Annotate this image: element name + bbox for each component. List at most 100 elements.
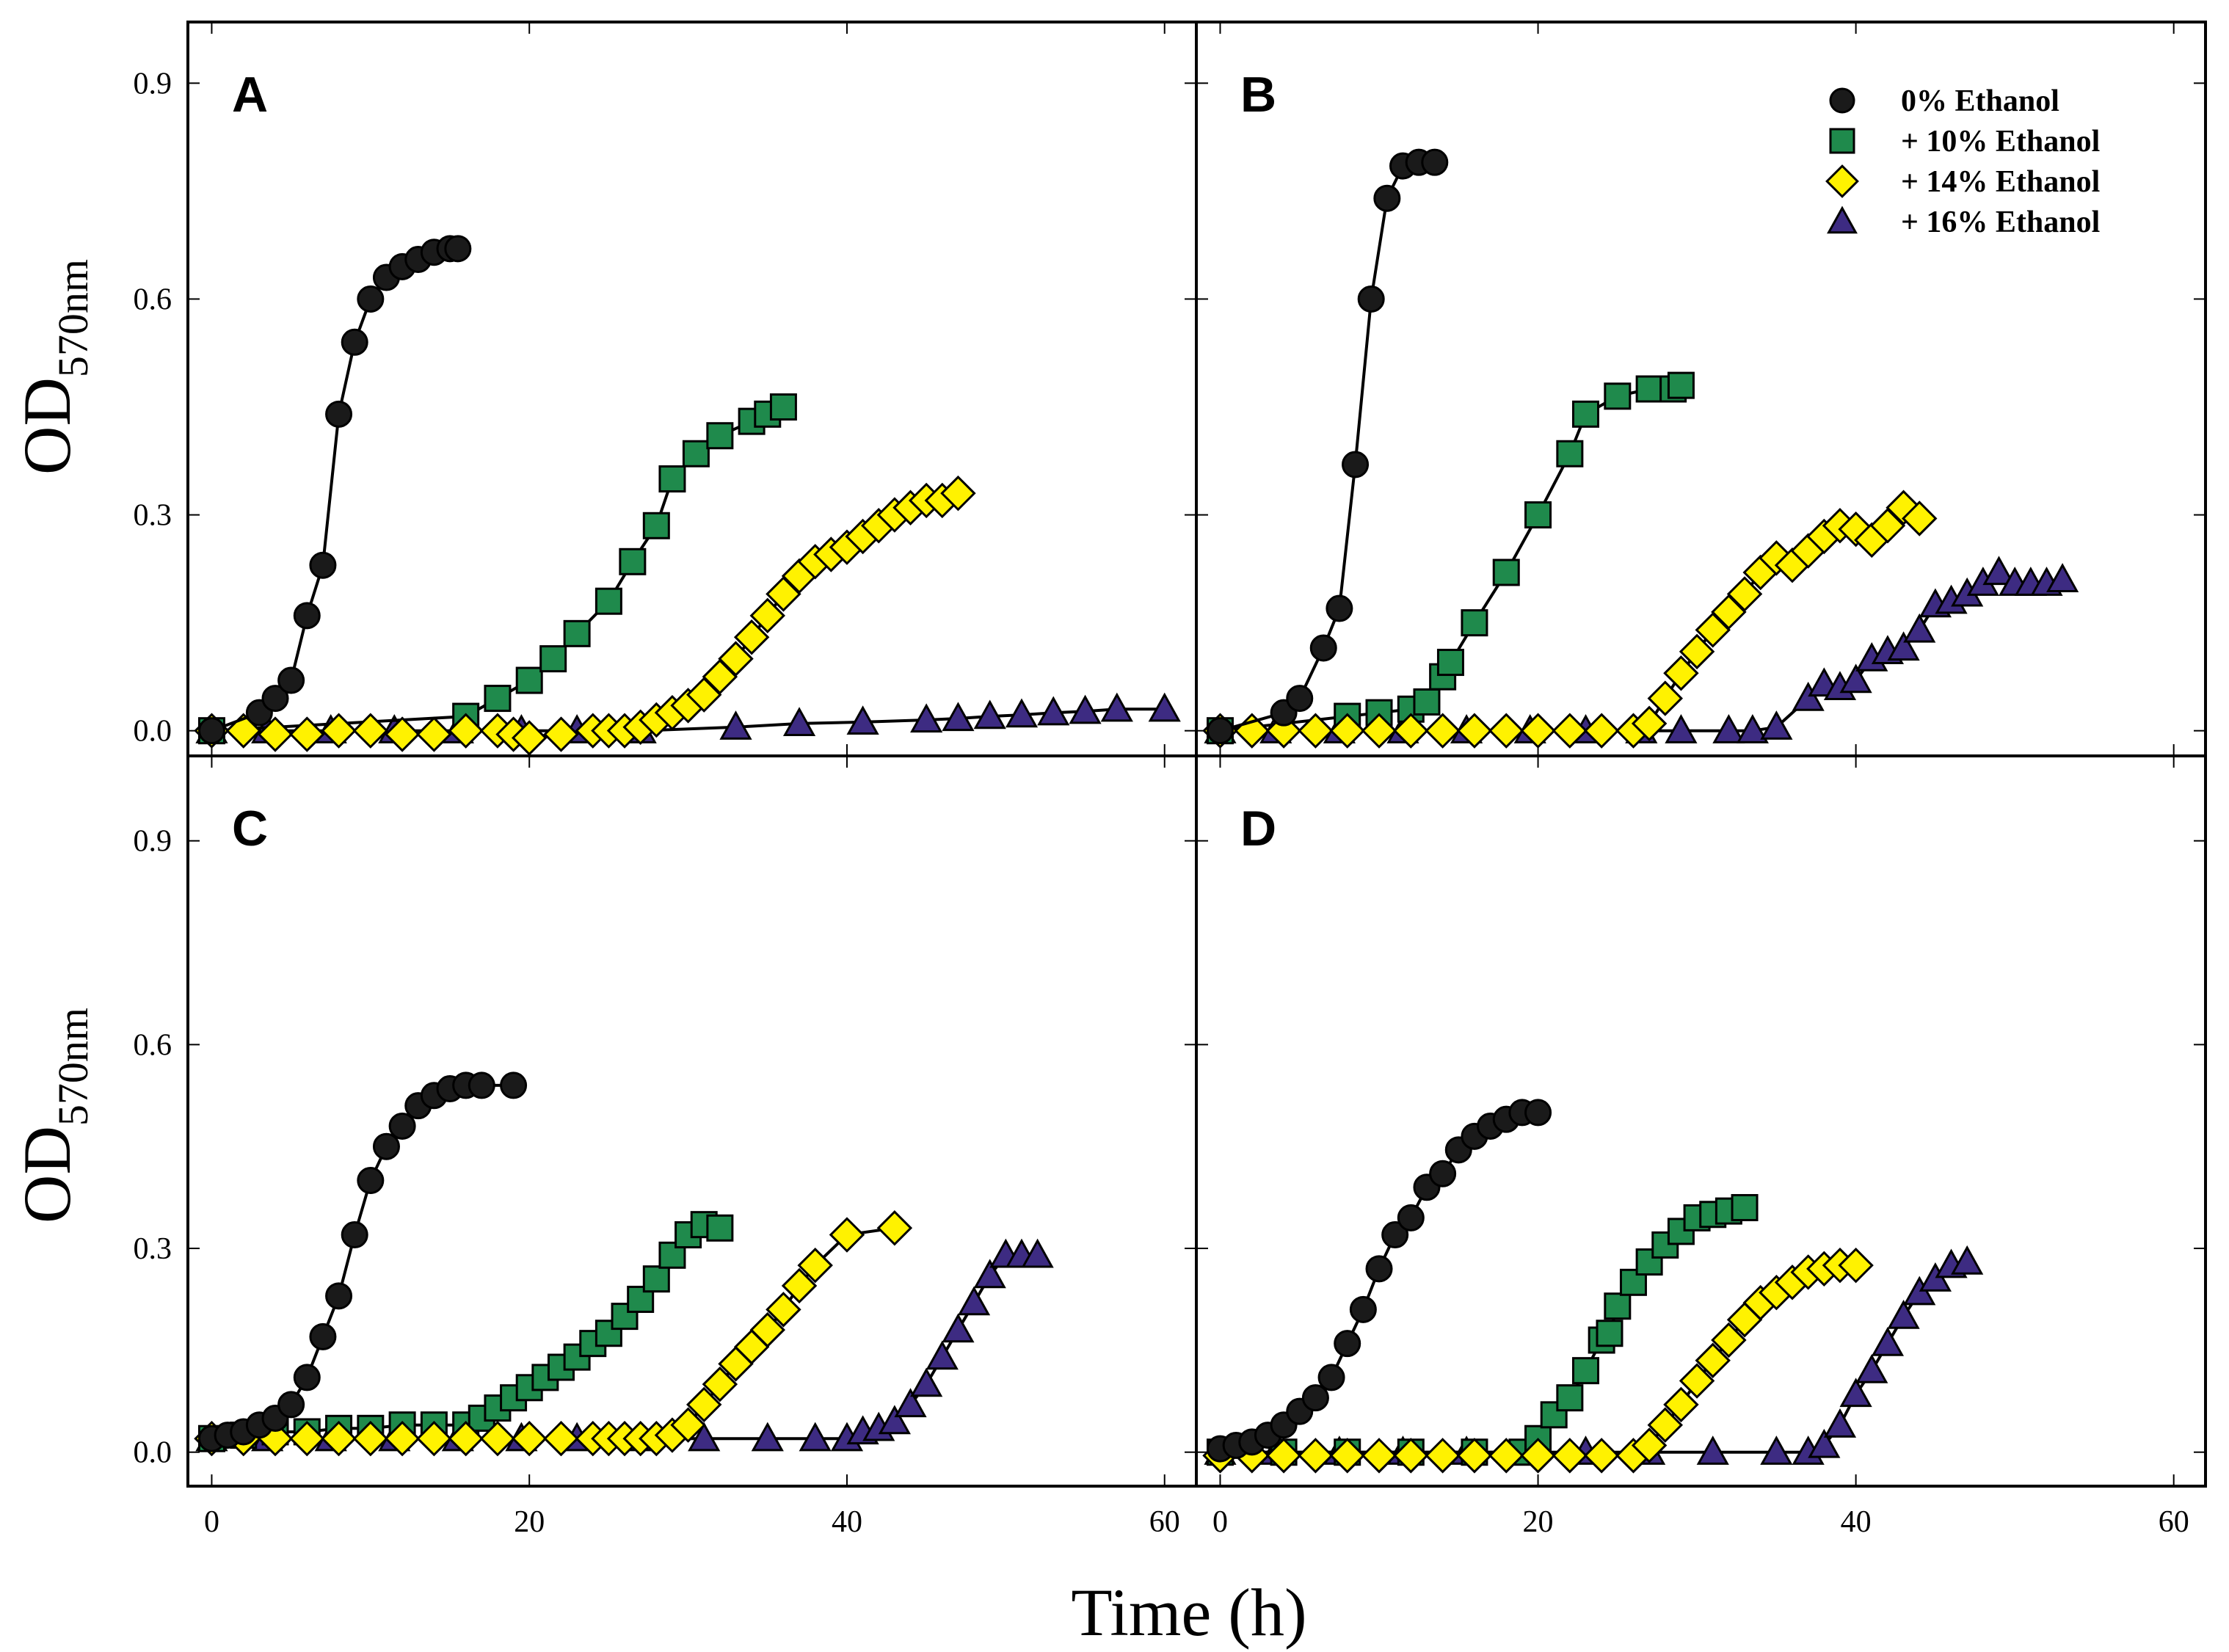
data-point-16-ethanol [719,710,752,740]
data-point-0-ethanol [1206,717,1234,745]
series-14-ethanol [1202,1247,1874,1474]
data-point-14-ethanol [1393,1438,1429,1474]
data-point-14-ethanol [479,1420,516,1457]
data-point-0-ethanol [1317,1364,1345,1391]
data-point-14-ethanol [384,716,421,752]
data-point-14-ethanol [702,1366,738,1402]
data-point-10-ethanol [769,393,797,421]
data-point-16-ethanol [751,1422,784,1452]
data-point-0-ethanol [1421,148,1449,176]
data-point-16-ethanol [1696,1436,1729,1465]
data-point-14-ethanol [1361,1438,1397,1474]
data-point-16-ethanol [1021,1238,1054,1268]
series-line-0-ethanol [211,1083,514,1441]
data-point-10-ethanol [611,1303,639,1331]
y-axis-title-top: OD570nm [10,259,97,475]
y-tick-label: 0.0 [134,1436,172,1470]
data-point-16-ethanol [1037,696,1070,726]
data-point-14-ethanol [876,1210,913,1246]
x-axis-title: Time (h) [1071,1575,1306,1650]
data-point-14-ethanol [1329,713,1365,749]
data-point-0-ethanol [1381,1221,1409,1249]
data-point-0-ethanol [468,1071,495,1099]
data-point-14-ethanol [1647,1407,1684,1443]
data-point-14-ethanol [257,716,294,752]
x-tick-label: 0 [204,1505,219,1539]
data-point-10-ethanol [682,440,710,467]
data-point-14-ethanol [416,716,452,752]
data-point-14-ethanol [749,597,786,634]
data-point-16-ethanol [1736,714,1769,743]
data-point-14-ethanol [749,1311,786,1348]
series-10-ethanol [1206,371,1695,745]
data-point-14-ethanol [1393,713,1429,749]
data-point-14-ethanol [1361,713,1397,749]
data-point-0-ethanol [388,1112,416,1140]
data-point-14-ethanol [1456,1438,1493,1474]
data-point-16-ethanol [1792,681,1825,711]
y-tick-label: 0.6 [134,1028,172,1062]
data-point-10-ethanol [1556,440,1584,467]
y-tick-label: 0.6 [134,283,172,316]
data-point-14-ethanol [448,713,484,749]
data-point-14-ethanol [1265,1438,1302,1474]
data-point-10-ethanol [1572,400,1600,428]
data-point-16-ethanol [1839,1378,1872,1408]
data-point-16-ethanol [1148,692,1181,722]
data-point-14-ethanol [718,641,754,677]
data-point-14-ethanol [1838,1247,1874,1284]
data-point-14-ethanol [1520,1438,1556,1474]
data-point-14-ethanol [1265,713,1302,749]
data-point-0-ethanol [1326,594,1353,622]
data-point-10-ethanol [658,465,686,493]
panel-label-a: A [232,67,268,123]
y-axis-title-subscript: 570nm [49,259,97,377]
data-point-14-ethanol [1456,713,1493,749]
y-axis-title-main: OD [10,1126,84,1223]
data-point-14-ethanol [1298,1438,1334,1474]
data-point-0-ethanol [309,1322,337,1350]
data-point-10-ethanol [619,547,647,575]
data-point-0-ethanol [293,602,321,630]
data-point-0-ethanol [197,717,225,745]
data-point-16-ethanol [1903,613,1936,643]
series-0-ethanol [1206,1099,1552,1463]
data-point-14-ethanol [1679,633,1715,670]
y-tick-label: 0.3 [134,1232,172,1266]
data-point-14-ethanol [1679,1363,1715,1399]
data-point-10-ethanol [1556,1384,1584,1412]
data-point-14-ethanol [1663,655,1699,691]
data-point-14-ethanol [352,713,389,749]
data-point-0-ethanol [357,1166,385,1194]
data-point-0-ethanol [1365,1255,1393,1283]
data-point-0-ethanol [325,400,353,428]
data-point-0-ethanol [1349,1295,1377,1323]
panel-c: 0.0 0.3 0.6 0.9 0 20 40 60 C [134,756,1196,1539]
data-point-14-ethanol [766,1292,801,1328]
data-point-0-ethanol [1309,634,1337,662]
data-point-16-ethanol [1712,714,1745,743]
data-point-14-ethanol [1552,713,1588,749]
data-point-14-ethanol [1425,713,1461,749]
x-tick-label: 60 [1149,1505,1180,1539]
data-point-0-ethanol [325,1282,353,1310]
data-point-0-ethanol [293,1364,321,1391]
data-point-14-ethanol [1488,1438,1524,1474]
data-point-10-ethanol [1461,609,1488,637]
data-point-14-ethanol [1298,713,1334,749]
data-point-16-ethanol [910,703,943,733]
data-point-14-ethanol [289,716,325,752]
legend-marker-triangle [1827,205,1858,234]
data-point-14-ethanol [1838,511,1874,547]
data-point-14-ethanol [733,619,770,655]
data-point-14-ethanol [1488,713,1524,749]
panels-layer: 0.0 0.3 0.6 0.9 A B 0.0 0.3 0.6 0.9 0 20 40 60 C 0 20 40 6… [134,22,2206,1539]
data-point-0-ethanol [1429,1160,1457,1187]
data-point-0-ethanol [1334,1330,1361,1358]
data-point-10-ethanol [594,587,622,615]
data-point-0-ethanol [1301,1384,1329,1412]
data-point-10-ethanol [563,619,591,647]
data-point-16-ethanol [1069,694,1102,724]
data-point-10-ethanol [706,1214,734,1242]
series-14-ethanol [1202,490,1938,749]
